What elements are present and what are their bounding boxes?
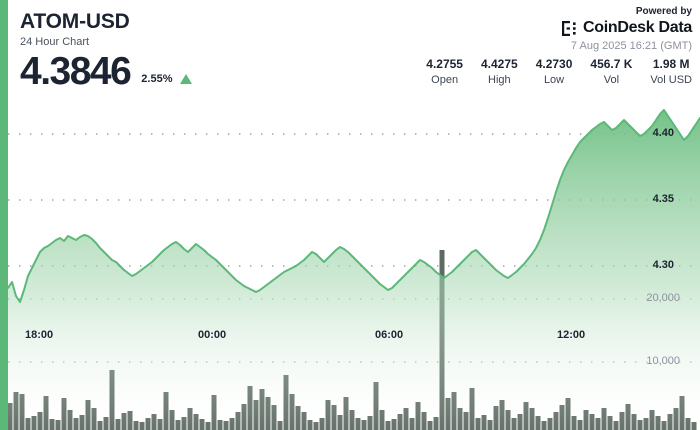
accent-rail (0, 0, 8, 430)
page-title: ATOM-USD (20, 10, 130, 33)
current-price: 4.3846 (20, 50, 132, 94)
stat-value: 4.4275 (480, 57, 518, 71)
stat-high: 4.4275 High (481, 57, 518, 86)
change-indicator: 2.55% (141, 73, 192, 86)
stat-vol: 456.7 K Vol (590, 57, 632, 86)
chart-subtitle: 24 Hour Chart (20, 36, 90, 49)
price-line (7, 109, 700, 303)
chart-header: ATOM-USD 24 Hour Chart 4.3846 2.55% (20, 10, 192, 91)
triangle-up-icon (179, 74, 192, 85)
stat-low: 4.2730 Low (536, 57, 573, 86)
stat-label: High (488, 74, 511, 86)
brand-block: Powered by CoinDesk Data 7 Aug 2025 16:2… (561, 6, 692, 52)
stat-value: 4.2730 (535, 57, 573, 71)
brand-name: CoinDesk Data (582, 19, 692, 36)
stat-label: Vol USD (650, 74, 692, 86)
change-percent: 2.55% (141, 73, 173, 86)
stat-label: Open (431, 74, 459, 86)
timestamp: 7 Aug 2025 16:21 (GMT) (570, 40, 692, 52)
stat-label: Low (543, 74, 565, 86)
stat-value: 4.2755 (426, 57, 463, 71)
stat-value: 456.7 K (590, 57, 633, 71)
stat-label: Vol (603, 74, 620, 86)
price-row: 4.3846 2.55% (20, 52, 192, 91)
price-area-fill (8, 110, 700, 430)
powered-by-label: Powered by (635, 6, 692, 17)
stats-row: 4.2755 Open 4.4275 High 4.2730 Low 456.7 K Vol 1… (426, 57, 692, 86)
stat-value: 1.98 M (652, 57, 690, 71)
stat-open: 4.2755 Open (426, 57, 463, 86)
stat-vol-usd: 1.98 M Vol USD (650, 57, 692, 86)
coindesk-bracket-icon (561, 20, 576, 36)
brand-name-row: CoinDesk Data (561, 19, 692, 36)
